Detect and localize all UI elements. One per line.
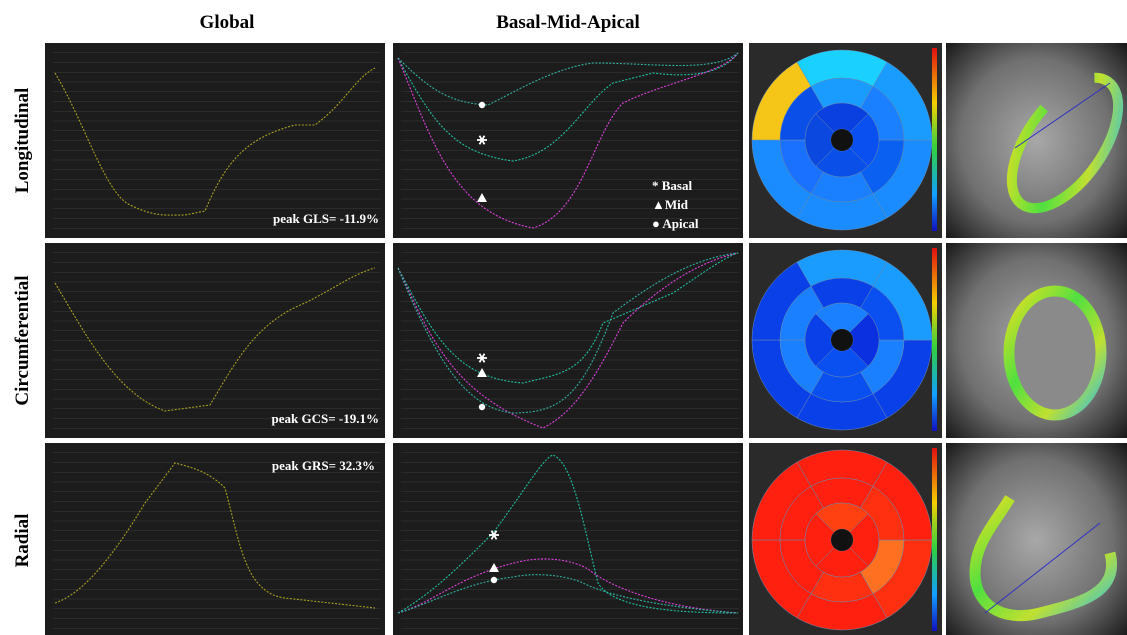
- marker-apical: [490, 576, 498, 584]
- mri-bg: [946, 443, 1127, 635]
- marker-basal: [490, 530, 498, 540]
- global-panel: [45, 443, 385, 635]
- legend-entry: ● Apical: [652, 216, 699, 231]
- global-curve: [54, 462, 376, 609]
- segment-curve: [397, 52, 739, 229]
- column-header: Global: [200, 12, 255, 33]
- axis-line: [1014, 82, 1111, 149]
- segment-curve: [397, 252, 739, 414]
- row-label: Circumferential: [12, 275, 33, 405]
- apex-hole: [831, 129, 853, 151]
- panel-bg: [393, 443, 743, 635]
- legend-entry: ▲Mid: [652, 197, 689, 212]
- panels: Longitudinal peak GLS= -11.9% Circumferent…: [12, 43, 1127, 635]
- mri-panel: [946, 443, 1127, 635]
- segment-curve: [397, 558, 739, 614]
- marker-mid: [477, 368, 487, 377]
- global-panel: [45, 243, 385, 438]
- marker-basal: [478, 135, 486, 145]
- marker-apical: [478, 403, 486, 411]
- segment-curve: [397, 52, 739, 162]
- mri-panel: [946, 43, 1127, 238]
- row-label: Radial: [12, 514, 33, 568]
- apex-hole: [831, 529, 853, 551]
- row-label: Longitudinal: [12, 88, 33, 194]
- peak-label: peak GCS= -19.1%: [272, 411, 379, 426]
- strain-band: [1006, 72, 1124, 214]
- column-header: Basal-Mid-Apical: [496, 12, 640, 33]
- axis-line: [984, 522, 1101, 614]
- segmental-panel: [393, 43, 743, 238]
- bullseye-panel: [749, 43, 942, 238]
- segmental-panel: [393, 243, 743, 438]
- apex-hole: [831, 329, 853, 351]
- peak-label: peak GLS= -11.9%: [273, 211, 379, 226]
- segment-curve: [397, 52, 739, 106]
- segmental-panel: [393, 443, 743, 635]
- color-bar: [932, 448, 937, 631]
- legend-entry: * Basal: [652, 178, 692, 193]
- marker-apical: [478, 101, 486, 109]
- marker-mid: [489, 563, 499, 572]
- mri-panel: [946, 243, 1127, 438]
- global-panel: [45, 43, 385, 238]
- segment-curve: [397, 454, 739, 614]
- segment-curve: [397, 574, 739, 614]
- segment-curve: [397, 252, 739, 429]
- color-bar: [932, 248, 937, 431]
- marker-basal: [478, 353, 486, 363]
- global-curve: [54, 267, 376, 412]
- strain-band: [1003, 285, 1107, 421]
- strain-band: [969, 495, 1117, 622]
- bullseye-panel: [749, 443, 942, 635]
- marker-mid: [477, 193, 487, 202]
- global-curve: [54, 67, 376, 216]
- peak-label: peak GRS= 32.3%: [272, 458, 375, 473]
- bullseye-panel: [749, 243, 942, 438]
- color-bar: [932, 48, 937, 231]
- segment-curve: [397, 252, 739, 384]
